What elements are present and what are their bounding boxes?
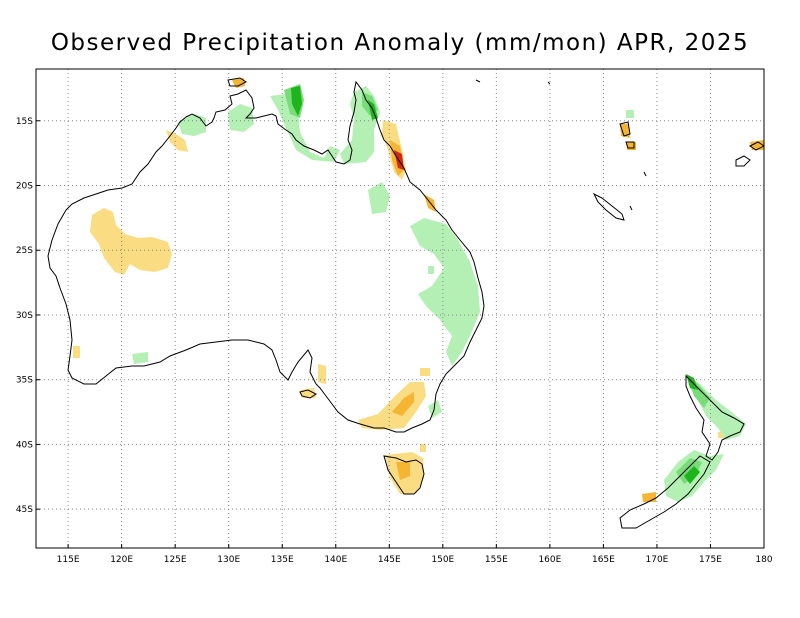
coastline-small-islands [475, 79, 647, 211]
wet-area-queensland-interior [368, 182, 390, 214]
wet-area-south-australia [132, 352, 148, 364]
wet-area-new-zealand-south-peak [684, 466, 700, 484]
lon-tick-label: 175E [699, 555, 722, 565]
grid-lines [36, 69, 764, 548]
lat-tick-label: 45S [16, 505, 33, 515]
map-frame [35, 68, 765, 549]
dry-area-tasmania-core [396, 462, 410, 480]
dry-area-victoria-core [392, 392, 414, 416]
dry-area-gulf-st-vincent [318, 364, 326, 384]
wet-area-arnhem [228, 104, 254, 132]
dry-area-kimberley [166, 130, 188, 152]
coastline-new-caledonia [592, 192, 625, 221]
wet-area-nsw-south [428, 400, 442, 418]
latitude-axis: 15S 20S 25S 30S 35S 40S 45S [16, 117, 40, 515]
lon-tick-label: 180 [755, 555, 772, 565]
dry-area-western-australia [90, 208, 172, 275]
coastline-new-zealand-north [685, 374, 745, 461]
map-title: Observed Precipitation Anomaly (mm/mon) … [50, 30, 750, 56]
lon-tick-label: 155E [485, 555, 508, 565]
lat-tick-label: 15S [16, 117, 33, 127]
lon-tick-label: 165E [592, 555, 615, 565]
lat-tick-label: 20S [16, 182, 33, 192]
wet-area-kimberley-coast [178, 114, 206, 136]
coastline-melville-island [227, 77, 247, 87]
wet-area-east-coast-core [440, 286, 474, 320]
dry-area-sw-western-australia [73, 346, 80, 358]
dry-area-victoria [358, 382, 426, 430]
lon-tick-label: 125E [164, 555, 187, 565]
coastline-kangaroo-island [299, 389, 317, 399]
lon-tick-label: 170E [646, 555, 669, 565]
coastline-vanuatu [619, 121, 635, 149]
lon-tick-label: 145E [378, 555, 401, 565]
wet-area-queensland-small [428, 266, 434, 274]
wet-area-groote-core [291, 86, 302, 116]
anomaly-shading [73, 78, 764, 502]
lon-tick-label: 140E [324, 555, 347, 565]
lon-tick-label: 150E [431, 555, 454, 565]
lat-tick-label: 30S [16, 311, 33, 321]
coastline-tasmania [383, 455, 425, 495]
lat-tick-label: 40S [16, 440, 33, 450]
coastlines [47, 77, 765, 529]
dry-area-sa-coast [420, 368, 430, 376]
coastline-new-zealand-south [619, 455, 711, 529]
lat-tick-label: 25S [16, 246, 33, 256]
longitude-axis: 115E 120E 125E 130E 135E 140E 145E 150E 155E 160E… [57, 544, 773, 565]
lon-tick-label: 120E [110, 555, 133, 565]
lon-tick-label: 130E [217, 555, 240, 565]
wet-area-new-caledonia [626, 110, 634, 118]
lon-tick-label: 135E [271, 555, 294, 565]
lon-tick-label: 115E [57, 555, 80, 565]
dry-area-bass-strait [420, 444, 426, 452]
dry-area-new-zealand-south [642, 492, 656, 502]
wet-area-cape-york [340, 86, 380, 164]
lat-tick-label: 35S [16, 376, 33, 386]
wet-area-gulf-carpentaria [270, 94, 340, 162]
lon-tick-label: 160E [538, 555, 561, 565]
coastline-australia [47, 80, 485, 433]
